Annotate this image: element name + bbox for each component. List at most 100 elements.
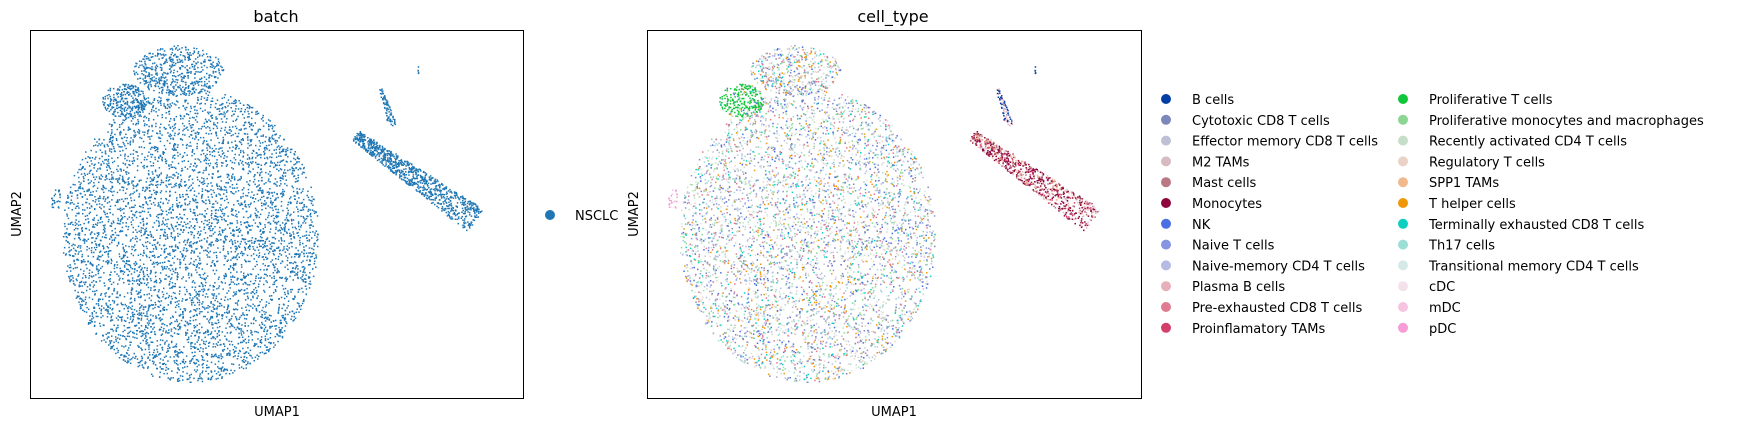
data-point-nsclc	[240, 107, 243, 110]
data-point-nsclc	[141, 304, 143, 307]
data-point-nsclc	[110, 178, 113, 180]
data-point-nsclc	[119, 134, 121, 136]
data-point-nsclc	[265, 304, 267, 306]
data-point-nsclc	[153, 331, 156, 333]
data-point-nsclc	[264, 313, 266, 315]
data-point-nsclc	[98, 178, 101, 180]
data-point-nsclc	[207, 144, 209, 147]
data-point-nsclc	[78, 181, 80, 183]
data-point-nsclc	[270, 174, 272, 176]
data-point-nsclc	[224, 228, 227, 230]
data-point-nsclc	[134, 249, 137, 251]
data-point-nsclc	[211, 185, 213, 187]
data-point-nsclc	[137, 254, 140, 256]
data-point-nsclc	[101, 151, 103, 154]
data-point-nsclc	[185, 355, 188, 357]
data-point-nsclc	[193, 242, 196, 244]
data-point-nsclc	[305, 288, 308, 290]
data-point-nsclc	[112, 146, 115, 148]
data-point-nsclc	[268, 138, 270, 141]
data-point-nsclc	[80, 281, 82, 284]
data-point-nsclc	[269, 325, 271, 328]
data-point-nsclc	[150, 156, 153, 158]
data-point-nsclc	[235, 248, 237, 250]
data-point-nsclc	[268, 295, 271, 297]
data-point-nsclc	[190, 189, 192, 191]
data-point-nsclc	[71, 275, 74, 277]
data-point-nsclc	[130, 341, 132, 344]
data-point-nsclc	[186, 372, 188, 375]
data-point-nsclc	[138, 309, 141, 312]
data-point-nsclc	[92, 224, 95, 226]
data-point-nsclc	[284, 219, 286, 221]
data-point-nsclc	[170, 246, 173, 248]
data-point-nsclc	[170, 377, 172, 379]
data-point-nsclc	[219, 251, 221, 254]
data-point-nsclc	[302, 207, 304, 209]
data-point-nsclc	[290, 160, 292, 163]
data-point-nsclc	[178, 322, 181, 325]
data-point-nsclc	[161, 291, 164, 293]
data-point-nsclc	[230, 180, 232, 182]
data-point-nsclc	[254, 122, 256, 124]
data-point-nsclc	[112, 171, 115, 174]
data-point-nsclc	[278, 240, 280, 242]
data-point-nsclc	[183, 308, 185, 310]
data-point-nsclc	[298, 311, 300, 313]
data-point-nsclc	[118, 222, 120, 225]
data-point-nsclc	[88, 221, 90, 223]
data-point-nsclc	[125, 109, 128, 111]
data-point-nsclc	[78, 245, 80, 247]
data-point-nsclc	[139, 136, 141, 139]
data-point-nsclc	[269, 175, 271, 177]
data-point-nsclc	[147, 100, 150, 102]
data-point-nsclc	[90, 160, 92, 162]
data-point-nsclc	[173, 119, 176, 121]
data-point-nsclc	[173, 144, 175, 146]
data-point-nsclc	[119, 229, 122, 232]
data-point-nsclc	[149, 354, 151, 356]
data-point-nsclc	[206, 318, 208, 320]
data-point-nsclc	[248, 116, 250, 118]
data-point-nsclc	[230, 271, 232, 274]
data-point-nsclc	[155, 111, 157, 113]
data-point-nsclc	[175, 171, 178, 174]
data-point-nsclc	[225, 189, 227, 191]
data-point-nsclc	[210, 115, 212, 117]
data-point-nsclc	[244, 299, 247, 301]
data-point-nsclc	[68, 242, 71, 245]
data-point-nsclc	[128, 283, 130, 285]
data-point-nsclc	[208, 190, 210, 193]
data-point-nsclc	[141, 364, 143, 366]
data-point-nsclc	[108, 189, 110, 192]
data-point-nsclc	[296, 157, 299, 159]
data-point-nsclc	[72, 183, 74, 186]
data-point-nsclc	[139, 271, 141, 273]
data-point-nsclc	[218, 334, 221, 336]
data-point-nsclc	[212, 166, 214, 168]
data-point-nsclc	[133, 134, 135, 136]
data-point-nsclc	[236, 247, 238, 249]
data-point-nsclc	[142, 204, 144, 206]
data-point-nsclc	[282, 316, 285, 319]
data-point-nsclc	[201, 356, 204, 358]
data-point-nsclc	[133, 298, 136, 300]
data-point-nsclc	[83, 242, 86, 244]
data-point-nsclc	[290, 213, 292, 216]
data-point-nsclc	[94, 196, 96, 198]
data-point-nsclc	[235, 263, 237, 265]
data-point-nsclc	[286, 264, 289, 266]
data-point-nsclc	[149, 273, 152, 275]
data-point-nsclc	[232, 134, 234, 136]
data-point-nsclc	[101, 160, 104, 163]
data-point-nsclc	[247, 224, 250, 226]
data-point-nsclc	[281, 336, 284, 339]
data-point-nsclc	[260, 276, 262, 279]
data-point-nsclc	[259, 213, 262, 216]
data-point-nsclc	[116, 264, 119, 266]
data-point-nsclc	[182, 358, 185, 361]
data-point-nsclc	[68, 232, 70, 235]
data-point-nsclc	[225, 316, 228, 318]
data-point-nsclc	[217, 219, 220, 221]
data-point-nsclc	[277, 220, 280, 223]
